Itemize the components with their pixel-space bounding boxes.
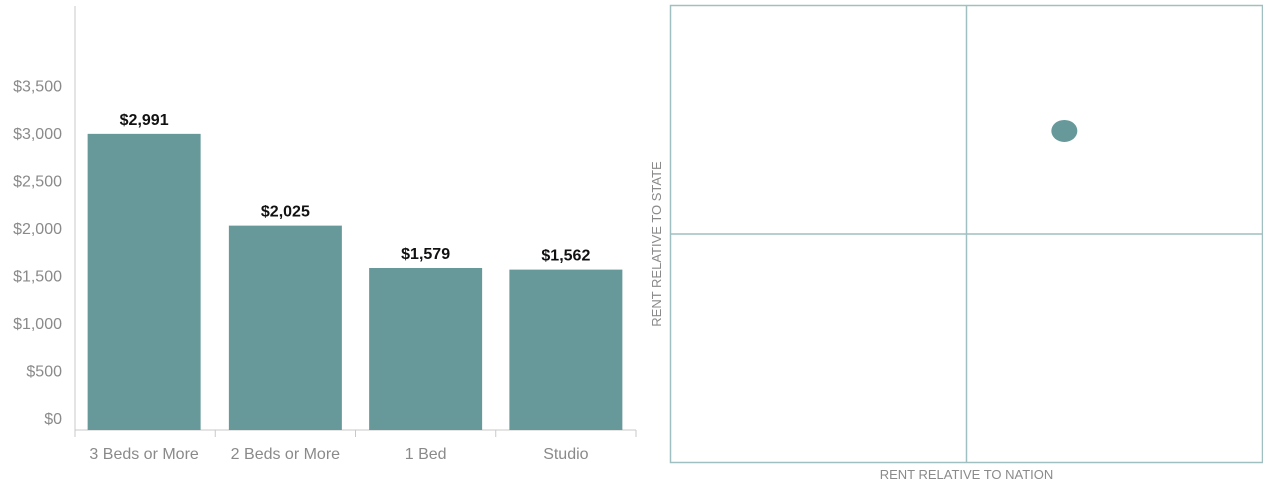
scatter-point — [1051, 119, 1078, 142]
x-category-label: 2 Beds or More — [231, 446, 340, 463]
y-tick-label: $2,000 — [13, 221, 62, 238]
y-tick-label: $2,500 — [13, 174, 62, 191]
x-category-label: 3 Beds or More — [89, 446, 198, 463]
y-tick-label: $1,000 — [13, 316, 62, 333]
y-tick-label: $3,000 — [13, 126, 62, 143]
bar-value-label: $1,579 — [401, 246, 450, 263]
bar-value-label: $1,562 — [541, 248, 590, 265]
bar — [369, 267, 483, 430]
bar-chart: $0 $500 $1,000 $1,500 $2,000 $2,500 $3,000 $3,5… — [13, 6, 637, 463]
quadrant-chart: RENT RELATIVE TO NATION RENT RELATIVE TO … — [649, 4, 1263, 482]
bar-value-label: $2,991 — [120, 112, 169, 129]
x-category-label: 1 Bed — [405, 446, 447, 463]
x-category-label: Studio — [543, 446, 588, 463]
y-tick-label: $0 — [44, 411, 62, 428]
bar — [87, 133, 201, 431]
y-tick-label: $500 — [26, 364, 62, 381]
x-axis-title: RENT RELATIVE TO NATION — [880, 467, 1054, 482]
y-tick-label: $1,500 — [13, 269, 62, 286]
y-tick-label: $3,500 — [13, 79, 62, 96]
y-axis-title: RENT RELATIVE TO STATE — [649, 161, 664, 327]
bar — [509, 269, 623, 430]
bar-value-label: $2,025 — [261, 204, 310, 221]
bar — [228, 225, 342, 430]
